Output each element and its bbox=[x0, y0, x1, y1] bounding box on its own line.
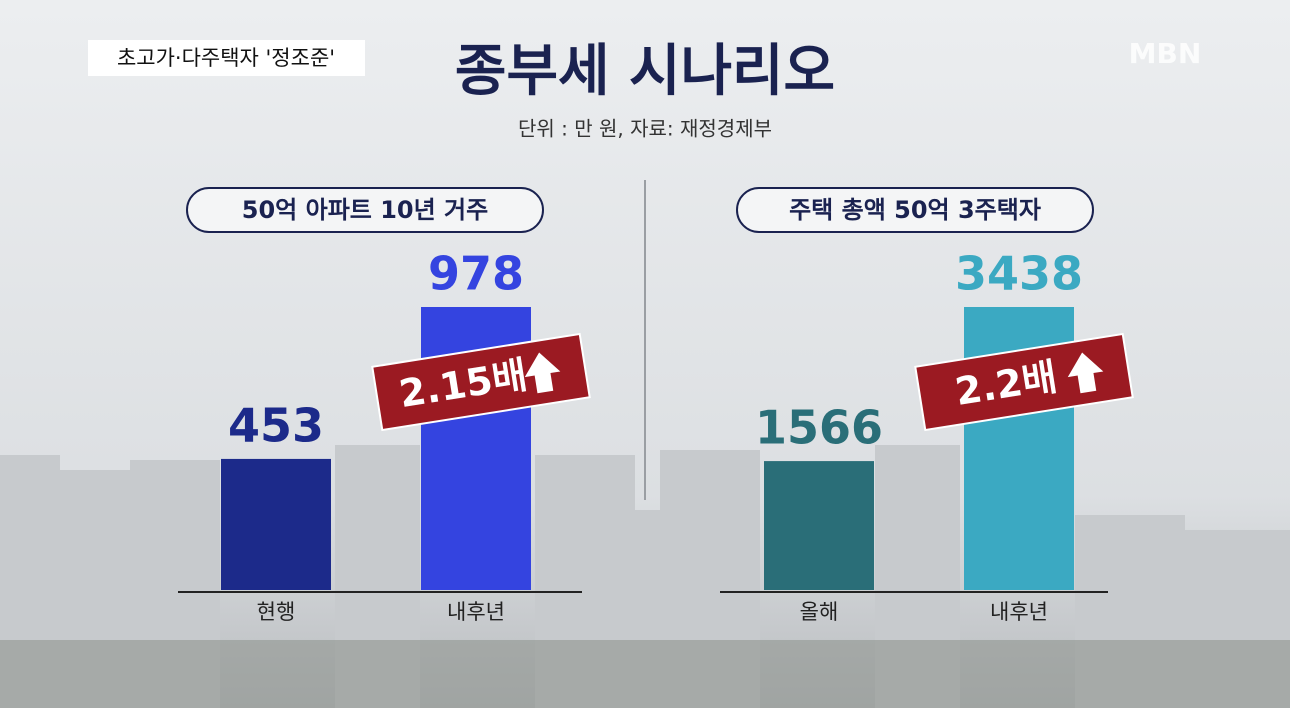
category-label: 내후년 bbox=[990, 600, 1048, 624]
tag-box bbox=[88, 40, 365, 76]
category-label: 내후년 bbox=[447, 600, 505, 624]
bar bbox=[221, 458, 331, 590]
chart-title: 주택 총액 50억 3주택자 bbox=[789, 196, 1041, 224]
title: 종부세 시나리오 bbox=[455, 39, 835, 104]
logo: MBN bbox=[1129, 37, 1202, 70]
category-label: 현행 bbox=[257, 600, 296, 624]
value-label: 1566 bbox=[755, 401, 883, 455]
up-arrow bbox=[524, 352, 561, 394]
badge-box bbox=[371, 332, 591, 432]
value-label: 3438 bbox=[955, 247, 1083, 301]
bar bbox=[764, 461, 874, 590]
chart-title-box bbox=[186, 187, 544, 233]
tag: 초고가·다주택자 '정조준' bbox=[117, 46, 335, 70]
annotation-badge: 2.15배 bbox=[371, 332, 591, 432]
category-label: 올해 bbox=[800, 600, 839, 624]
subtitle: 단위 : 만 원, 자료: 재정경제부 bbox=[518, 117, 772, 141]
ground bbox=[0, 640, 1290, 708]
chart-title-box bbox=[736, 187, 1094, 233]
badge-box bbox=[914, 332, 1134, 432]
up-arrow bbox=[1067, 352, 1104, 394]
annotation-badge: 2.2배 bbox=[914, 332, 1134, 432]
value-label: 453 bbox=[228, 398, 324, 452]
chart-title: 50억 아파트 10년 거주 bbox=[242, 196, 488, 224]
value-label: 978 bbox=[428, 247, 524, 301]
